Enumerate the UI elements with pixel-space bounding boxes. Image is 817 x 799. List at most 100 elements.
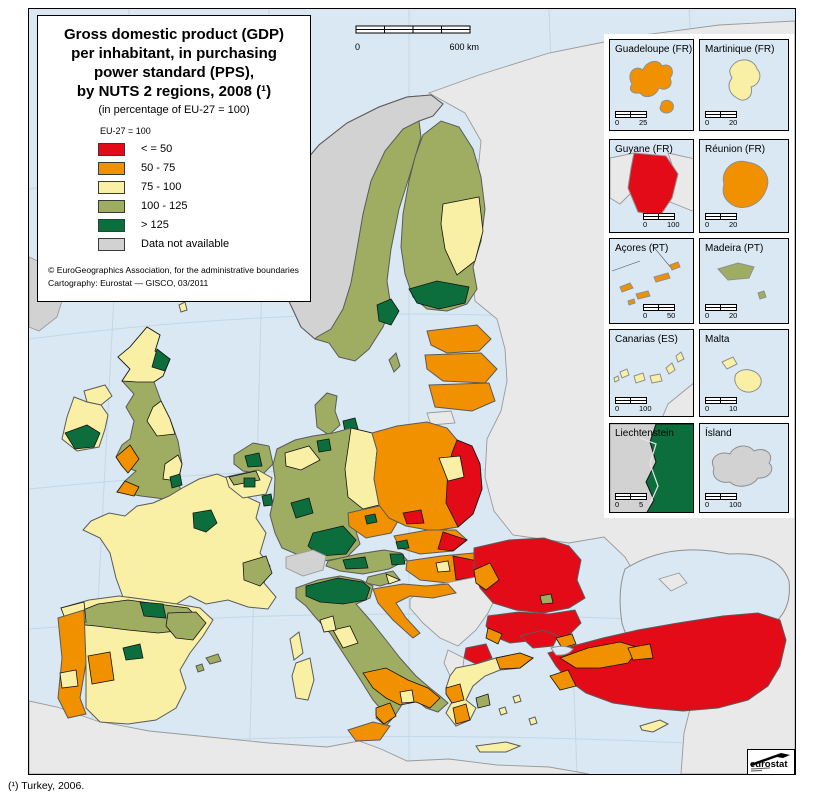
region-ireland-south	[64, 424, 101, 450]
region-london	[169, 473, 183, 489]
region-brussels	[243, 477, 256, 488]
inset-label: Martinique (FR)	[705, 44, 775, 55]
acores-island	[669, 261, 681, 271]
map-title-line: Gross domestic product (GDP)	[63, 26, 285, 43]
inset-scale-bar	[615, 493, 647, 500]
inset-scale-end: 100	[729, 500, 742, 509]
inset-scale-start: 0	[615, 404, 620, 413]
inset-scale-end: 100	[667, 220, 680, 229]
region-turkey-thrace	[518, 629, 559, 649]
martinique-shape	[728, 59, 761, 101]
region-crimea	[658, 572, 688, 592]
region-bavaria-south	[307, 525, 357, 557]
region-cornwall	[116, 480, 140, 497]
region-germany-north	[284, 445, 321, 471]
map-title-line: by NUTS 2 regions, 2008 (¹)	[76, 83, 272, 100]
inset-scale-end: 25	[639, 118, 648, 127]
legend-label: Data not available	[141, 238, 230, 250]
region-romania-west	[473, 562, 500, 591]
legend-swatch	[98, 218, 125, 232]
region-slovenia-east	[385, 573, 402, 585]
region-estonia	[426, 324, 492, 354]
scale-bar-graphic	[355, 25, 471, 34]
region-kaliningrad	[426, 410, 456, 426]
inset-scale-bar	[643, 213, 675, 220]
inset-guadeloupe: Guadeloupe (FR) 0 25	[609, 39, 694, 131]
inset-scale-start: 0	[643, 311, 648, 320]
region-n-ireland	[83, 384, 113, 406]
inset-panel: Guadeloupe (FR) 0 25 Martinique (FR) 0 20	[604, 34, 794, 518]
region-izmir	[549, 669, 577, 691]
region-bucuresti	[539, 593, 554, 605]
acores-island	[635, 290, 651, 300]
region-macedonia	[463, 643, 493, 665]
region-corsica	[289, 631, 304, 661]
eurostat-logo: eurostat	[747, 749, 795, 774]
inset-island: Ísland 0 100	[699, 423, 789, 513]
region-ile-de-france	[192, 509, 218, 533]
region-sardinia	[291, 657, 315, 701]
region-sicily	[347, 721, 391, 742]
region-basilicata	[399, 689, 415, 704]
legend-label: 75 - 100	[141, 181, 182, 193]
region-lisbon	[59, 669, 79, 689]
canarias-island	[675, 351, 685, 363]
legend-item: 50 - 75	[98, 161, 306, 175]
marmara-sea	[550, 645, 574, 656]
inset-label: Réunion (FR)	[705, 144, 766, 155]
region-romania	[473, 537, 586, 614]
map-title-line: per inhabitant, in purchasing	[71, 45, 277, 62]
inset-scale-end: 10	[729, 404, 738, 413]
inset-label: Madeira (PT)	[705, 243, 764, 254]
inset-scale-start: 0	[705, 404, 710, 413]
credits: © EuroGeographics Association, for the a…	[48, 264, 306, 291]
region-vienna	[389, 553, 406, 566]
region-prague	[364, 513, 378, 525]
region-peloponnese	[452, 703, 471, 725]
acores-island	[653, 272, 671, 283]
region-italy-centre	[332, 625, 359, 649]
gozo-shape	[721, 356, 738, 370]
acores-island	[619, 282, 634, 293]
region-england-n	[146, 400, 176, 437]
inset-scale-start: 0	[705, 220, 710, 229]
acores-island	[627, 298, 636, 306]
region-cyprus	[639, 719, 670, 733]
region-finland-east	[440, 196, 484, 276]
canarias-africa	[662, 383, 693, 416]
region-aegean-island	[498, 706, 508, 716]
region-ankara	[627, 643, 654, 661]
legend-header: EU-27 = 100	[100, 126, 151, 136]
inset-scale-bar	[615, 397, 647, 404]
region-bulgaria-sw	[485, 627, 503, 645]
legend-label: 100 - 125	[141, 200, 188, 212]
inset-scale-bar	[643, 304, 675, 311]
region-rhone-alpes	[242, 555, 273, 587]
inset-scale-end: 5	[639, 500, 644, 509]
legend-swatch	[98, 199, 125, 213]
region-wales	[115, 444, 140, 474]
region-turkey	[547, 612, 787, 712]
inset-scale-end: 20	[729, 220, 738, 229]
region-randstad	[244, 452, 263, 468]
region-aegean-island	[512, 694, 522, 704]
inset-malta: Malta 0 10	[699, 329, 789, 417]
region-scotland-ne	[151, 348, 171, 372]
legend-label: > 125	[141, 219, 169, 231]
region-luxembourg	[261, 493, 274, 507]
reunion-shape	[722, 160, 769, 208]
legend-item: 100 - 125	[98, 199, 306, 213]
region-crete	[475, 741, 522, 753]
credit-line: © EuroGeographics Association, for the a…	[48, 265, 299, 275]
guyane-neighbour	[610, 152, 635, 205]
inset-label: Malta	[705, 334, 730, 345]
region-mazowieckie	[438, 455, 465, 482]
region-poland-south	[402, 509, 425, 525]
region-balearics	[205, 653, 222, 665]
region-finland-south	[408, 280, 470, 310]
region-hamburg	[316, 438, 332, 453]
legend-item: 75 - 100	[98, 180, 306, 194]
madeira-shape	[717, 262, 755, 281]
canarias-island	[619, 368, 630, 379]
